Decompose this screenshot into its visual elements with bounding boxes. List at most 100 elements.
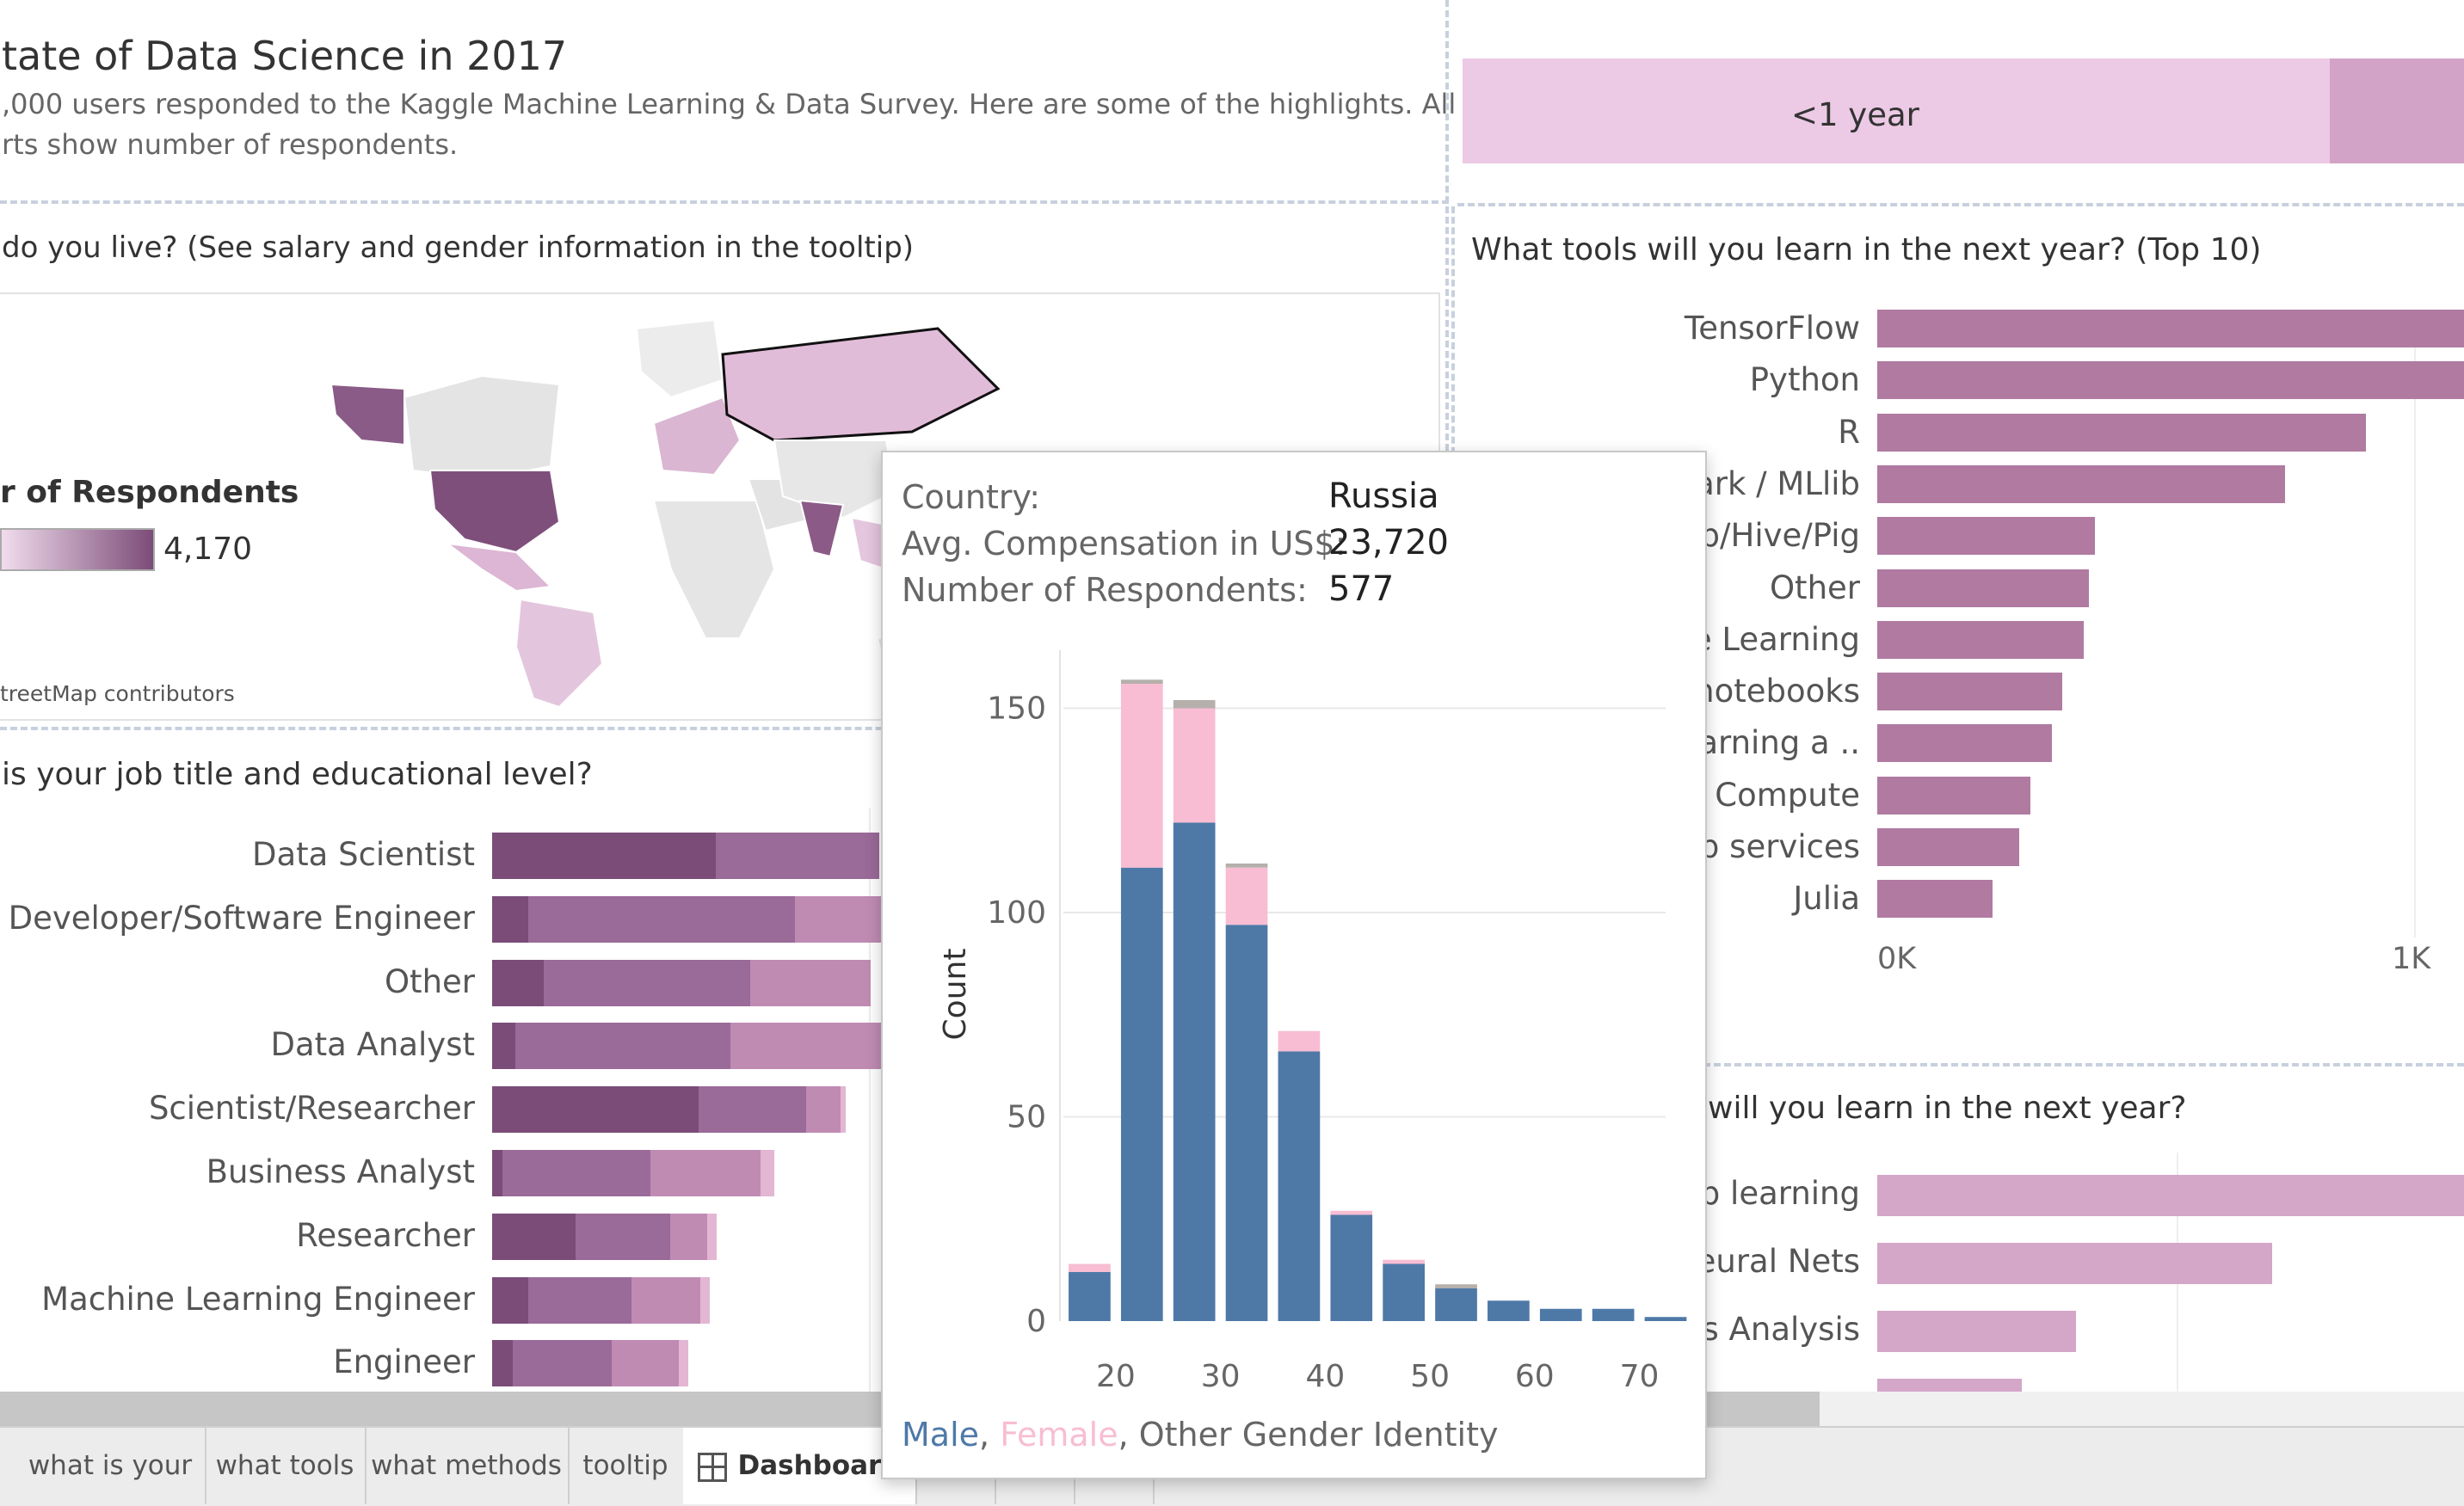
- tab-what-is-your[interactable]: what is your: [15, 1428, 206, 1504]
- tools-row-label: notebooks: [1694, 673, 1860, 710]
- methods-bar[interactable]: [1877, 1175, 2464, 1216]
- world-map[interactable]: [0, 294, 1438, 719]
- job-bar-segment[interactable]: [700, 1276, 710, 1324]
- tools-bar[interactable]: [1877, 413, 2366, 452]
- hist-bar-female: [1173, 708, 1216, 823]
- job-bar-segment[interactable]: [515, 1023, 730, 1070]
- job-row-label: Researcher: [296, 1216, 475, 1254]
- job-bar-segment[interactable]: [528, 1276, 631, 1324]
- hist-bar-male: [1330, 1214, 1373, 1321]
- experience-label: <1 year: [1791, 96, 1919, 133]
- tab-tooltip[interactable]: tooltip: [568, 1428, 685, 1504]
- tools-bar[interactable]: [1877, 517, 2095, 556]
- tools-row-label: Julia: [1793, 880, 1860, 918]
- hist-bar-female: [1225, 867, 1268, 925]
- job-bar-segment[interactable]: [492, 1340, 513, 1387]
- methods-row-label: eural Nets: [1696, 1243, 1860, 1280]
- job-bar-segment[interactable]: [528, 895, 795, 943]
- tools-bar[interactable]: [1877, 724, 2052, 763]
- experience-bar-next-segment[interactable]: [2330, 58, 2464, 163]
- hist-bar-male: [1120, 867, 1163, 1321]
- tab-dashboard[interactable]: Dashboard: [683, 1428, 917, 1504]
- methods-bar[interactable]: [1877, 1243, 2272, 1284]
- tools-bar[interactable]: [1877, 828, 2020, 866]
- divider-right-top: [1457, 203, 2464, 206]
- methods-row-label: ep learning: [1680, 1175, 1860, 1212]
- hist-bar-male: [1173, 822, 1216, 1321]
- hist-bar-other-gender-identity: [1173, 700, 1216, 709]
- tools-bar[interactable]: [1877, 569, 2090, 607]
- map-europe: [652, 396, 742, 476]
- tooltip-country-label: Country:: [902, 478, 1040, 516]
- job-bar-segment[interactable]: [730, 1023, 885, 1070]
- job-bar-segment[interactable]: [631, 1276, 700, 1324]
- tools-row-label: R: [1838, 413, 1860, 451]
- experience-bar[interactable]: <1 year: [1463, 58, 2464, 163]
- job-bar-segment[interactable]: [492, 833, 716, 879]
- job-bar-segment[interactable]: [716, 833, 879, 879]
- tools-grid-line-1k: [2414, 310, 2416, 937]
- job-bar-segment[interactable]: [492, 1086, 699, 1134]
- job-row-label: Data Analyst: [270, 1026, 475, 1064]
- hist-y-tick: 100: [987, 895, 1046, 931]
- hist-bar-male: [1435, 1288, 1477, 1321]
- job-bar-segment[interactable]: [707, 1213, 717, 1260]
- job-bar-segment[interactable]: [670, 1213, 707, 1260]
- hist-x-tick: 30: [1201, 1359, 1241, 1394]
- tab-what-methods[interactable]: what methods: [365, 1428, 570, 1504]
- tooltip-comp-value: 23,720: [1328, 523, 1449, 562]
- hist-x-tick: 40: [1305, 1359, 1345, 1394]
- job-question: is your job title and educational level?: [2, 757, 593, 792]
- job-bar-segment[interactable]: [650, 1150, 761, 1196]
- tooltip-resp-label: Number of Respondents:: [902, 571, 1308, 609]
- tools-bar[interactable]: [1877, 673, 2063, 711]
- job-bar-segment[interactable]: [576, 1213, 670, 1260]
- vertical-divider-inner: [1451, 206, 1455, 464]
- job-bar-segment[interactable]: [492, 895, 528, 943]
- methods-bar[interactable]: [1877, 1311, 2076, 1352]
- tooltip-comp-label: Avg. Compensation in US$:: [902, 525, 1346, 562]
- job-bar-segment[interactable]: [492, 1276, 528, 1324]
- job-bar-segment[interactable]: [492, 1213, 576, 1260]
- tools-bar[interactable]: [1877, 880, 1993, 919]
- hist-bar-male: [1383, 1263, 1425, 1321]
- job-bar-segment[interactable]: [544, 959, 750, 1006]
- hist-bar-female: [1120, 684, 1163, 868]
- tab-what-tools[interactable]: what tools: [205, 1428, 367, 1504]
- tools-bar[interactable]: [1877, 464, 2286, 503]
- job-bar-segment[interactable]: [502, 1150, 650, 1196]
- tools-row-label: p/Hive/Pig: [1699, 517, 1860, 555]
- tools-bar[interactable]: [1877, 361, 2464, 400]
- hist-bar-other-gender-identity: [1120, 679, 1163, 684]
- job-bar-segment[interactable]: [761, 1150, 774, 1196]
- job-bar-segment[interactable]: [513, 1340, 612, 1387]
- tools-bar[interactable]: [1877, 776, 2030, 814]
- dashboard-subtitle-line1: ,000 users responded to the Kaggle Machi…: [2, 88, 1457, 120]
- map-canada: [403, 374, 561, 481]
- job-bar-segment[interactable]: [699, 1086, 806, 1134]
- tab-dashboard-label: Dashboard: [737, 1450, 901, 1481]
- tools-row-label: ark / MLlib: [1695, 464, 1860, 502]
- job-bar-segment[interactable]: [492, 1150, 502, 1196]
- tooltip-legend: Male, Female, Other Gender Identity: [902, 1416, 1498, 1454]
- job-bar-segment[interactable]: [841, 1086, 846, 1134]
- map-alaska: [330, 383, 405, 446]
- map-attribution: treetMap contributors: [0, 681, 235, 706]
- map-mexico: [444, 542, 553, 593]
- job-bar-segment[interactable]: [492, 1023, 515, 1070]
- map-legend-gradient: [0, 528, 155, 571]
- tools-axis-tick-0: 0K: [1877, 942, 1917, 976]
- tools-bar[interactable]: [1877, 310, 2464, 347]
- methods-bar[interactable]: [1877, 1379, 2023, 1392]
- tools-bar[interactable]: [1877, 620, 2085, 659]
- map-greenland: [635, 318, 724, 399]
- job-bar-segment[interactable]: [679, 1340, 688, 1387]
- tools-row-label: earning a ..: [1679, 724, 1860, 762]
- hist-bar-other-gender-identity: [1435, 1284, 1477, 1288]
- job-bar-segment[interactable]: [492, 959, 544, 1006]
- job-bar-segment[interactable]: [806, 1086, 841, 1134]
- divider-right-mid: [1703, 1063, 2464, 1066]
- job-bar-segment[interactable]: [612, 1340, 679, 1387]
- job-bar-segment[interactable]: [795, 895, 881, 943]
- job-bar-segment[interactable]: [750, 959, 871, 1006]
